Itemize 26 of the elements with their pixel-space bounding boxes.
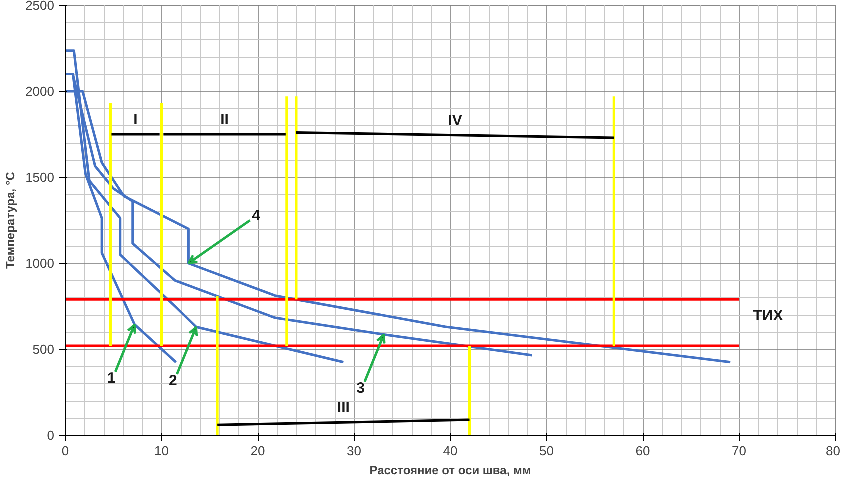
y-tick-label: 500 — [32, 342, 55, 357]
x-axis-title: Расстояние от оси шва, мм — [370, 464, 532, 478]
y-tick-label: 1500 — [26, 170, 54, 185]
y-axis-title: Температура, °С — [4, 172, 18, 269]
x-tick-label: 50 — [540, 444, 554, 458]
annotation: II — [220, 112, 229, 128]
y-tick-label: 0 — [47, 428, 55, 443]
x-tick-label: 80 — [826, 444, 841, 458]
y-tick-label: 2500 — [26, 0, 54, 13]
x-tick-label: 30 — [347, 444, 362, 458]
x-tick-label: 10 — [154, 444, 169, 458]
x-tick-label: 70 — [732, 444, 746, 458]
annotation: IV — [448, 112, 462, 130]
x-tick-label: 0 — [62, 444, 70, 458]
x-tick-label: 20 — [250, 444, 266, 458]
annotation: I — [134, 112, 138, 128]
annotation: 4 — [252, 208, 262, 224]
y-tick-label: 2000 — [26, 84, 54, 99]
annotation: 2 — [168, 372, 178, 390]
annotation: III — [337, 400, 350, 417]
y-tick-label: 1000 — [26, 256, 54, 271]
annotation: 1 — [107, 370, 116, 388]
annotation: ТИХ — [753, 308, 784, 325]
x-tick-label: 60 — [636, 444, 650, 458]
annotation: 3 — [356, 380, 366, 398]
x-tick-label: 40 — [443, 444, 458, 458]
